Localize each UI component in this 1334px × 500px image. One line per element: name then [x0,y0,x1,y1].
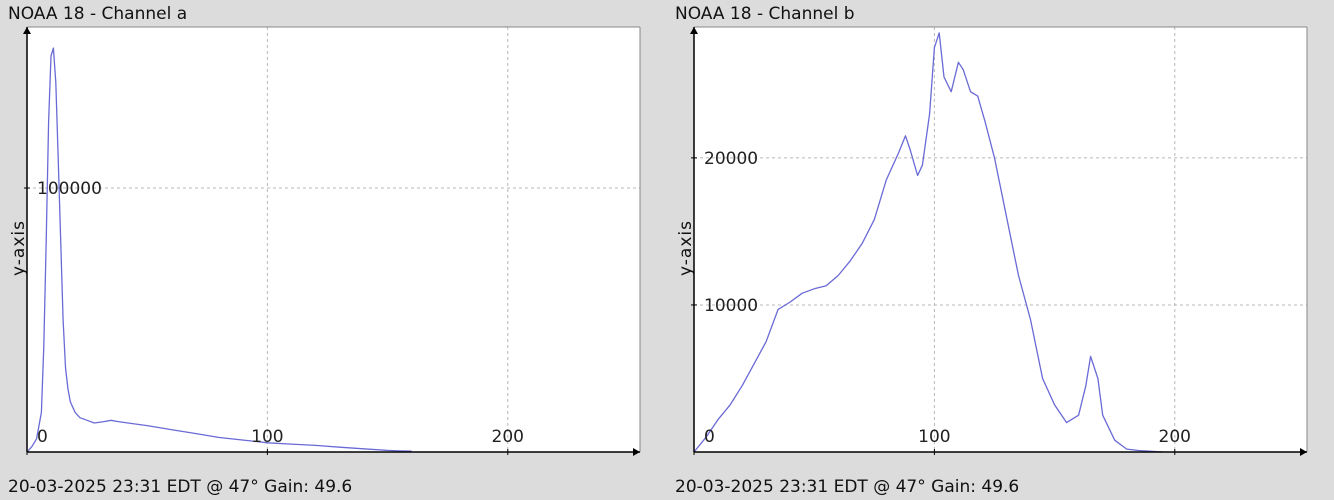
series-line [26,47,412,453]
plot-area [694,27,1307,452]
series-line [693,32,1163,453]
channel-a-title: NOAA 18 - Channel a [8,4,188,24]
channel-a-panel: NOAA 18 - Channel a y-axis 0 100 200 100000… [8,4,641,497]
y-axis-arrow [23,27,31,34]
x-tick-label: 0 [704,427,715,447]
channel-b-chart: 0 100 200 10000 20000 [690,26,1308,456]
x-tick-label: 200 [1159,427,1191,447]
y-tick-label: 20000 [704,149,758,169]
plot-area [27,27,640,452]
y-axis-arrow [690,27,698,34]
channel-a-chart: 0 100 200 100000 [23,26,641,456]
y-tick-label: 10000 [704,296,758,316]
channel-b-panel: NOAA 18 - Channel b y-axis 0 100 200 10000 2… [667,0,1334,500]
x-tick-label: 200 [492,427,524,447]
channel-b-title: NOAA 18 - Channel b [675,4,855,24]
channel-a-footer: 20-03-2025 23:31 EDT @ 47° Gain: 49.6 [8,477,353,497]
x-axis-arrow [1300,448,1307,456]
x-axis-arrow [633,448,640,456]
x-tick-label: 100 [918,427,950,447]
y-tick-label: 100000 [37,179,102,199]
channel-b-footer: 20-03-2025 23:31 EDT @ 47° Gain: 49.6 [675,477,1020,497]
x-tick-label: 0 [37,427,48,447]
x-tick-label: 100 [251,427,283,447]
